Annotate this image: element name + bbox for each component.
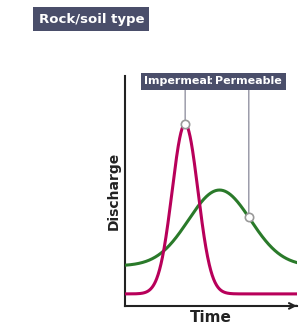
Y-axis label: Discharge: Discharge [107,152,121,230]
Text: Permeable: Permeable [216,76,282,86]
Text: Rock/soil type: Rock/soil type [39,13,144,26]
Text: Impermeable: Impermeable [144,76,226,86]
X-axis label: Time: Time [190,310,232,325]
